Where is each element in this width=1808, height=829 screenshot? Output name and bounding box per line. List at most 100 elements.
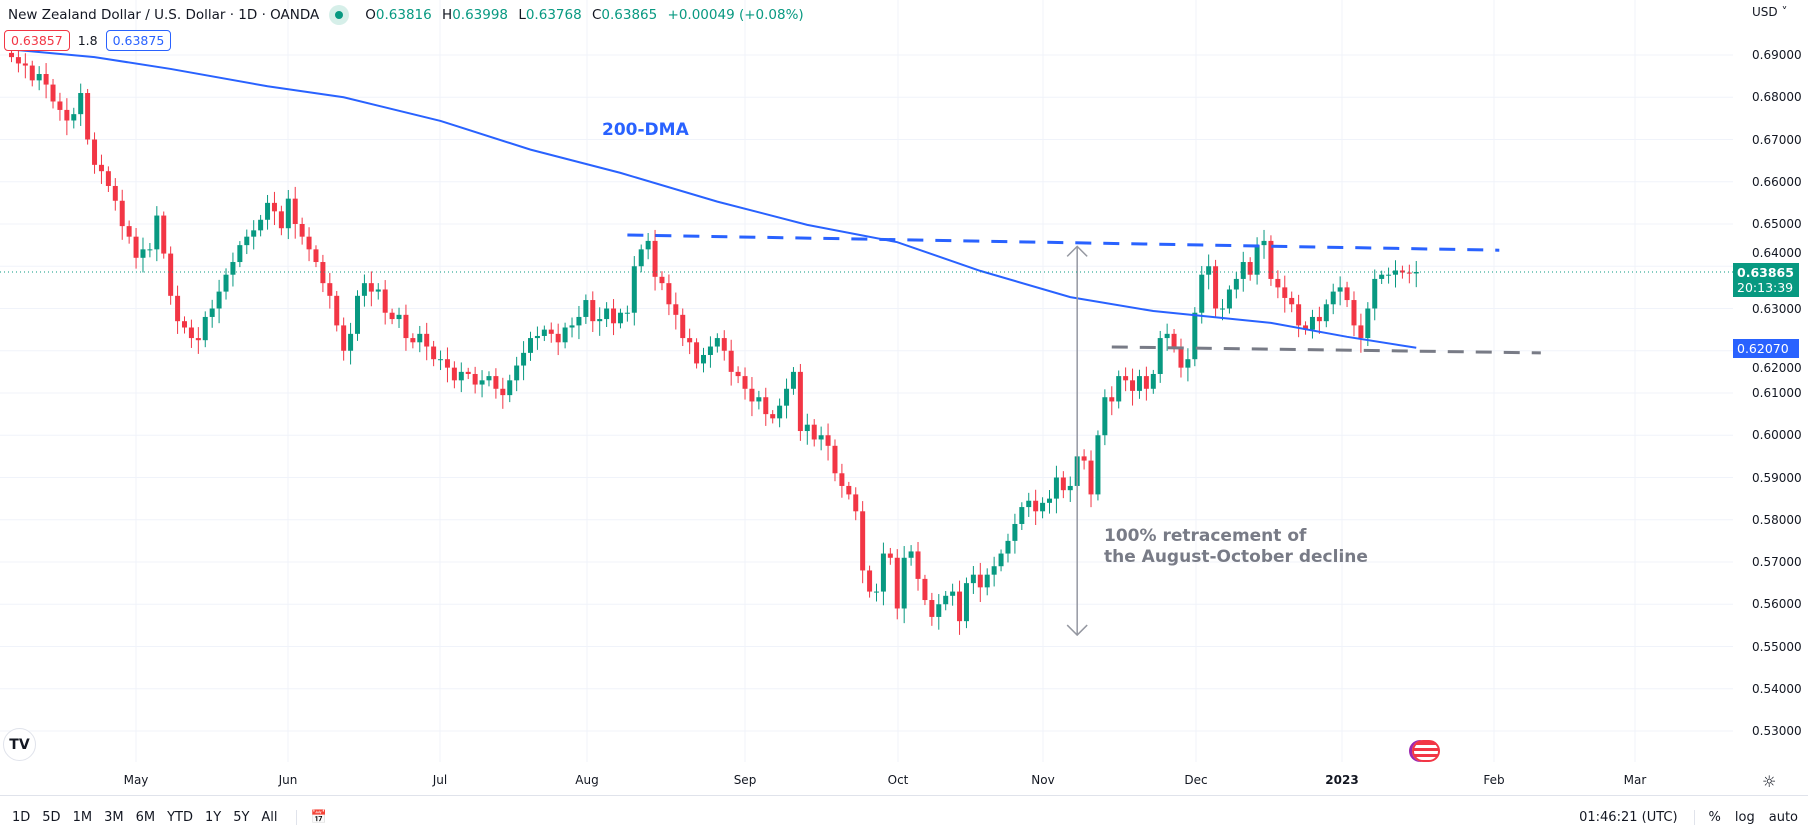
- candle-body: [673, 304, 679, 315]
- candle-body: [1289, 297, 1295, 305]
- candle-body: [797, 371, 803, 432]
- candle-body: [382, 289, 388, 313]
- candle-body: [36, 74, 42, 81]
- candle-body: [777, 405, 783, 419]
- range-button-1m[interactable]: 1M: [72, 810, 93, 825]
- candle-body: [818, 435, 824, 440]
- candle-body: [424, 333, 430, 347]
- price-tick: 0.62000: [1752, 360, 1802, 375]
- candle-body: [341, 325, 347, 351]
- candle-body: [687, 338, 693, 343]
- candle-body: [1282, 287, 1288, 298]
- candle-body: [1296, 304, 1302, 326]
- candle-body: [431, 346, 437, 360]
- candle-body: [1143, 376, 1149, 389]
- candle-body: [694, 342, 700, 364]
- sell-button[interactable]: 0.63857: [4, 30, 70, 51]
- price-tick: 0.60000: [1752, 428, 1802, 443]
- candle-body: [984, 574, 990, 588]
- candle-body: [894, 557, 900, 609]
- settings-gear-icon[interactable]: ☼: [1762, 772, 1777, 791]
- candle-body: [292, 198, 298, 224]
- range-button-3m[interactable]: 3M: [104, 810, 124, 825]
- time-tick: Jul: [432, 773, 448, 787]
- auto-toggle[interactable]: auto: [1768, 810, 1798, 825]
- candle-body: [929, 600, 935, 617]
- range-button-5d[interactable]: 5D: [42, 810, 61, 825]
- candle-body: [1040, 502, 1046, 512]
- buy-button[interactable]: 0.63875: [105, 30, 172, 51]
- last-price-tag: 0.63865 20:13:39: [1733, 262, 1799, 297]
- candle-body: [1081, 456, 1087, 461]
- candle-body: [368, 283, 374, 292]
- candle-body: [562, 327, 568, 343]
- candle-body: [1053, 477, 1059, 499]
- candle-body: [652, 240, 658, 277]
- range-button-5y[interactable]: 5Y: [233, 810, 250, 825]
- candle-body: [327, 283, 333, 296]
- candle-body: [92, 139, 98, 165]
- spread: 1.8: [77, 33, 98, 48]
- candle-body: [126, 226, 132, 237]
- retracement-note: 100% retracement of the August-October de…: [1104, 526, 1368, 567]
- candle-body: [548, 329, 554, 334]
- candle-body: [659, 276, 665, 284]
- price-tick: 0.59000: [1752, 470, 1802, 485]
- candle-body: [714, 338, 720, 347]
- candle-body: [1164, 333, 1170, 339]
- candle-body: [202, 316, 208, 341]
- ma200-line: [11, 48, 1417, 349]
- candle-body: [790, 371, 796, 389]
- candle-body: [265, 202, 271, 220]
- us-flag-event-icon[interactable]: [1412, 740, 1440, 762]
- candle-body: [1206, 266, 1212, 275]
- candle-body: [313, 249, 319, 263]
- range-button-6m[interactable]: 6M: [135, 810, 156, 825]
- candle-body: [251, 230, 257, 237]
- price-tick: 0.61000: [1752, 386, 1802, 400]
- range-button-1d[interactable]: 1D: [12, 810, 31, 825]
- symbol-title[interactable]: New Zealand Dollar / U.S. Dollar · 1D · …: [8, 7, 320, 23]
- range-button-1y[interactable]: 1Y: [204, 810, 222, 825]
- candle-body: [666, 283, 672, 305]
- price-tick: 0.69000: [1752, 48, 1802, 62]
- candle-body: [1095, 435, 1101, 495]
- candle-body: [1413, 271, 1419, 274]
- ma-label: 200-DMA: [602, 120, 689, 140]
- candle-body: [534, 335, 540, 339]
- candle-body: [624, 312, 630, 314]
- currency-selector[interactable]: USD ˅: [1752, 5, 1788, 19]
- trade-buttons: 0.63857 1.8 0.63875: [4, 30, 172, 51]
- percent-toggle[interactable]: %: [1693, 810, 1721, 825]
- clock[interactable]: 01:46:21 (UTC): [1579, 810, 1678, 825]
- candle-body: [1047, 498, 1052, 503]
- time-tick: 2023: [1325, 773, 1359, 787]
- candle-body: [500, 388, 506, 396]
- candle-body: [1130, 380, 1136, 391]
- candle-body: [1344, 287, 1350, 301]
- bottom-toolbar: 1D 5D 1M 3M 6M YTD 1Y 5Y All 📅 01:46:21 (UTC) % …: [0, 806, 1808, 829]
- candle-body: [417, 333, 423, 343]
- candle-body: [493, 376, 499, 389]
- candle-body: [1365, 308, 1371, 339]
- log-toggle[interactable]: log: [1734, 810, 1755, 825]
- candle-body: [811, 424, 817, 440]
- candle-body: [1199, 274, 1205, 313]
- candle-body: [1323, 304, 1329, 322]
- candle-body: [1309, 316, 1315, 330]
- candle-body: [853, 494, 859, 512]
- time-tick: Sep: [733, 773, 757, 787]
- candle-body: [555, 333, 561, 343]
- candle-body: [161, 215, 167, 254]
- range-button-all[interactable]: All: [261, 810, 278, 825]
- candle-body: [334, 295, 340, 326]
- tradingview-logo[interactable]: TV: [3, 728, 36, 761]
- candle-body: [22, 63, 28, 66]
- price-tick: 0.58000: [1752, 512, 1802, 527]
- candle-body: [957, 591, 963, 622]
- date-range-icon[interactable]: 📅: [295, 810, 327, 825]
- candle-body: [804, 424, 810, 432]
- candle-body: [244, 236, 250, 246]
- range-button-ytd[interactable]: YTD: [167, 810, 193, 825]
